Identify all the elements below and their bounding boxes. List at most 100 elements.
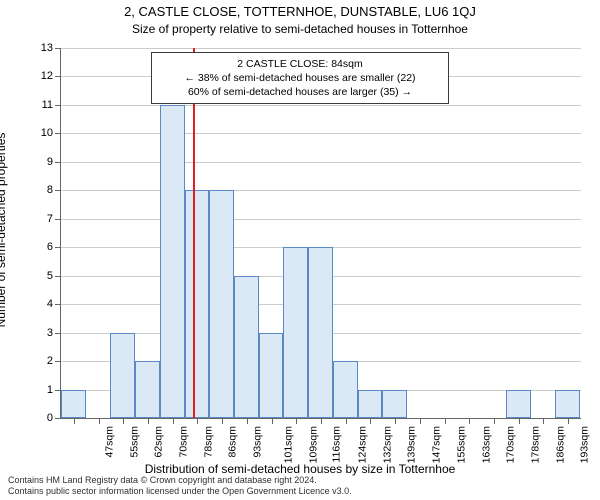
x-tick bbox=[197, 418, 198, 424]
histogram-bar bbox=[283, 247, 308, 418]
footer-line-2: Contains public sector information licen… bbox=[8, 486, 352, 497]
x-tick bbox=[469, 418, 470, 424]
gridline-h bbox=[61, 133, 581, 134]
x-tick-label: 170sqm bbox=[505, 426, 517, 463]
y-tick bbox=[55, 105, 61, 106]
y-tick-label: 12 bbox=[29, 71, 53, 82]
x-tick bbox=[222, 418, 223, 424]
y-tick bbox=[55, 162, 61, 163]
x-tick-label: 78sqm bbox=[202, 426, 214, 458]
x-tick bbox=[272, 418, 273, 424]
histogram-bar bbox=[259, 333, 284, 418]
chart-page: 2, CASTLE CLOSE, TOTTERNHOE, DUNSTABLE, … bbox=[0, 0, 600, 500]
footer-line-1: Contains HM Land Registry data © Crown c… bbox=[8, 475, 352, 486]
x-tick bbox=[445, 418, 446, 424]
histogram-bar bbox=[135, 361, 160, 418]
y-tick bbox=[55, 304, 61, 305]
x-tick bbox=[494, 418, 495, 424]
x-tick bbox=[99, 418, 100, 424]
y-tick-label: 10 bbox=[29, 128, 53, 139]
x-tick-label: 124sqm bbox=[356, 426, 368, 463]
y-tick bbox=[55, 76, 61, 77]
x-tick-label: 70sqm bbox=[178, 426, 190, 458]
histogram-bar bbox=[209, 190, 234, 418]
histogram-bar bbox=[506, 390, 531, 418]
histogram-bar bbox=[555, 390, 580, 418]
histogram-bar bbox=[61, 390, 86, 418]
y-tick bbox=[55, 190, 61, 191]
gridline-h bbox=[61, 105, 581, 106]
x-tick bbox=[173, 418, 174, 424]
x-axis-title: Distribution of semi-detached houses by … bbox=[0, 462, 600, 476]
y-tick bbox=[55, 247, 61, 248]
y-tick-label: 0 bbox=[29, 413, 53, 424]
chart-subtitle: Size of property relative to semi-detach… bbox=[0, 22, 600, 36]
histogram-bar bbox=[333, 361, 358, 418]
y-tick-label: 7 bbox=[29, 214, 53, 225]
x-tick bbox=[148, 418, 149, 424]
x-tick bbox=[519, 418, 520, 424]
x-tick-label: 86sqm bbox=[227, 426, 239, 458]
x-tick-label: 186sqm bbox=[554, 426, 566, 463]
y-tick-label: 2 bbox=[29, 356, 53, 367]
y-tick-label: 1 bbox=[29, 385, 53, 396]
footer-attribution: Contains HM Land Registry data © Crown c… bbox=[8, 475, 352, 497]
y-tick-label: 6 bbox=[29, 242, 53, 253]
x-tick bbox=[370, 418, 371, 424]
y-tick-label: 8 bbox=[29, 185, 53, 196]
histogram-bar bbox=[382, 390, 407, 418]
gridline-h bbox=[61, 219, 581, 220]
histogram-bar bbox=[185, 190, 210, 418]
y-tick bbox=[55, 276, 61, 277]
x-tick bbox=[247, 418, 248, 424]
y-tick-label: 13 bbox=[29, 43, 53, 54]
x-tick-label: 116sqm bbox=[331, 426, 343, 463]
x-tick-label: 132sqm bbox=[381, 426, 393, 463]
info-box-line: 60% of semi-detached houses are larger (… bbox=[160, 85, 440, 99]
y-tick-label: 11 bbox=[29, 100, 53, 111]
x-tick bbox=[568, 418, 569, 424]
gridline-h bbox=[61, 48, 581, 49]
x-tick-label: 139sqm bbox=[406, 426, 418, 463]
x-tick-label: 55sqm bbox=[128, 426, 140, 458]
x-tick-label: 62sqm bbox=[153, 426, 165, 458]
x-tick-label: 193sqm bbox=[579, 426, 591, 463]
y-tick-label: 5 bbox=[29, 271, 53, 282]
gridline-h bbox=[61, 190, 581, 191]
y-tick bbox=[55, 133, 61, 134]
x-tick-label: 109sqm bbox=[307, 426, 319, 463]
x-tick-label: 147sqm bbox=[431, 426, 443, 463]
y-tick-label: 3 bbox=[29, 328, 53, 339]
x-tick-label: 155sqm bbox=[455, 426, 467, 463]
histogram-bar bbox=[110, 333, 135, 418]
x-tick bbox=[346, 418, 347, 424]
x-tick bbox=[296, 418, 297, 424]
histogram-bar bbox=[358, 390, 383, 418]
histogram-bar bbox=[234, 276, 259, 418]
histogram-bar bbox=[308, 247, 333, 418]
y-tick-label: 4 bbox=[29, 299, 53, 310]
x-tick-label: 178sqm bbox=[529, 426, 541, 463]
x-tick bbox=[395, 418, 396, 424]
plot-area: 01234567891011121347sqm55sqm62sqm70sqm78… bbox=[60, 48, 581, 419]
info-box-line: 2 CASTLE CLOSE: 84sqm bbox=[160, 57, 440, 71]
info-box-line: ← 38% of semi-detached houses are smalle… bbox=[160, 71, 440, 85]
x-tick-label: 101sqm bbox=[282, 426, 294, 463]
y-tick bbox=[55, 361, 61, 362]
x-tick bbox=[74, 418, 75, 424]
x-tick bbox=[543, 418, 544, 424]
x-tick bbox=[123, 418, 124, 424]
y-axis-title: Number of semi-detached properties bbox=[0, 133, 8, 328]
info-box: 2 CASTLE CLOSE: 84sqm← 38% of semi-detac… bbox=[151, 52, 449, 104]
y-tick-label: 9 bbox=[29, 157, 53, 168]
x-tick-label: 47sqm bbox=[103, 426, 115, 458]
gridline-h bbox=[61, 162, 581, 163]
histogram-bar bbox=[160, 105, 185, 418]
x-tick-label: 93sqm bbox=[252, 426, 264, 458]
y-tick bbox=[55, 219, 61, 220]
y-tick bbox=[55, 333, 61, 334]
y-tick bbox=[55, 418, 61, 419]
x-tick bbox=[321, 418, 322, 424]
y-tick bbox=[55, 48, 61, 49]
x-tick bbox=[420, 418, 421, 424]
